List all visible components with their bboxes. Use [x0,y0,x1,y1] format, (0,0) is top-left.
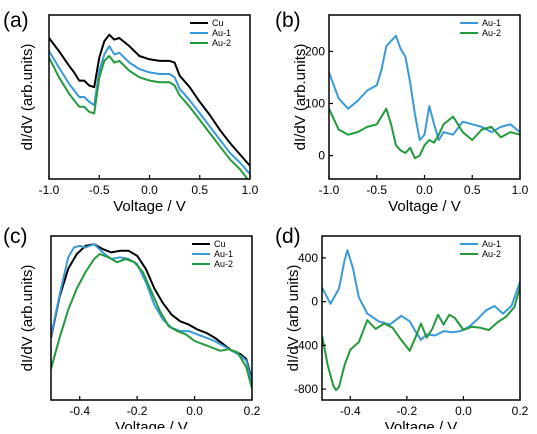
panel-c: -0.4 -0.2 0.0 0.2 Voltage / V dI/dV (arb.unit… [3,225,261,434]
legend-label: Au-2 [482,28,501,38]
x-tick-label: 1.0 [512,183,529,197]
x-tick-label: 0.2 [512,404,529,418]
legend-label: Cu [212,18,224,28]
x-tick-label: -0.5 [366,183,387,197]
legend-label: Au-1 [482,239,501,249]
x-tick-label: 0.0 [455,404,472,418]
x-tick-label: -0.5 [89,183,110,197]
legend-label: Au-2 [482,249,501,259]
axes-frame [50,235,253,401]
panel-label: (b) [275,9,301,32]
series-line-au-1 [49,45,250,175]
x-tick-label: 1.0 [242,183,259,197]
legend-label: Au-1 [212,28,231,38]
x-tick-label: -0.4 [69,404,90,418]
axes-frame [321,235,521,401]
y-tick-label: -800 [294,382,318,396]
x-tick-label: 0.0 [141,183,158,197]
x-axis-label: Voltage / V [113,198,186,215]
x-axis-label: Voltage / V [388,198,461,215]
x-tick-label: -1.0 [319,183,340,197]
panel-d: -0.4 -0.2 0.0 0.2 -800 -400 0 400 Voltage / V dI/… [275,225,529,434]
y-axis-label: dI/dV (arb.units) [292,44,309,151]
x-axis-label: Voltage / V [385,419,458,429]
y-axis-label: dI/dV (arb units) [285,265,302,372]
x-axis-label: Voltage / V [115,419,188,429]
x-tick-label: -0.2 [397,404,418,418]
x-tick-label: 0.5 [191,183,208,197]
x-tick-label: -1.0 [39,183,60,197]
y-tick-label: 400 [298,251,318,265]
series-line-au-1 [329,34,520,141]
panel-a: -1.0 -0.5 0.0 0.5 1.0 Voltage / V dI/dV (arb.u… [3,9,259,215]
x-tick-label: -0.4 [340,404,361,418]
series-line-au-2 [51,253,252,389]
series-line-au-2 [49,55,249,179]
series-line-au-2 [322,287,520,392]
y-tick-label: -400 [294,338,318,352]
panel-label: (c) [3,225,28,248]
panel-label: (d) [275,225,301,248]
x-tick-label: 0.0 [416,183,433,197]
x-tick-label: -0.2 [127,404,148,418]
x-tick-label: 0.2 [244,404,261,418]
series-line-cu [49,33,250,167]
panel-b: -1.0 -0.5 0.0 0.5 1.0 0 100 200 Voltage / V dI/dV… [275,9,529,215]
x-tick-label: 0.5 [464,183,481,197]
y-axis-label: dI/dV (arb.units) [19,44,36,151]
legend-label: Au-1 [214,249,233,259]
legend-label: Cu [214,239,226,249]
y-axis-label: dI/dV (arb.units) [19,265,36,372]
series-line-au-1 [51,243,252,384]
y-tick-label: 0 [318,149,325,163]
x-tick-label: 0.0 [186,404,203,418]
series-line-au-1 [322,249,520,341]
panel-label: (a) [3,9,29,32]
legend-label: Au-2 [214,259,233,269]
y-tick-label: 100 [305,97,325,111]
y-tick-label: 0 [311,295,318,309]
legend-label: Au-2 [212,38,231,48]
legend-label: Au-1 [482,18,501,28]
series-line-au-2 [329,107,520,160]
y-tick-label: 200 [305,44,325,58]
series-line-cu [51,243,252,381]
axes-frame [328,14,521,180]
